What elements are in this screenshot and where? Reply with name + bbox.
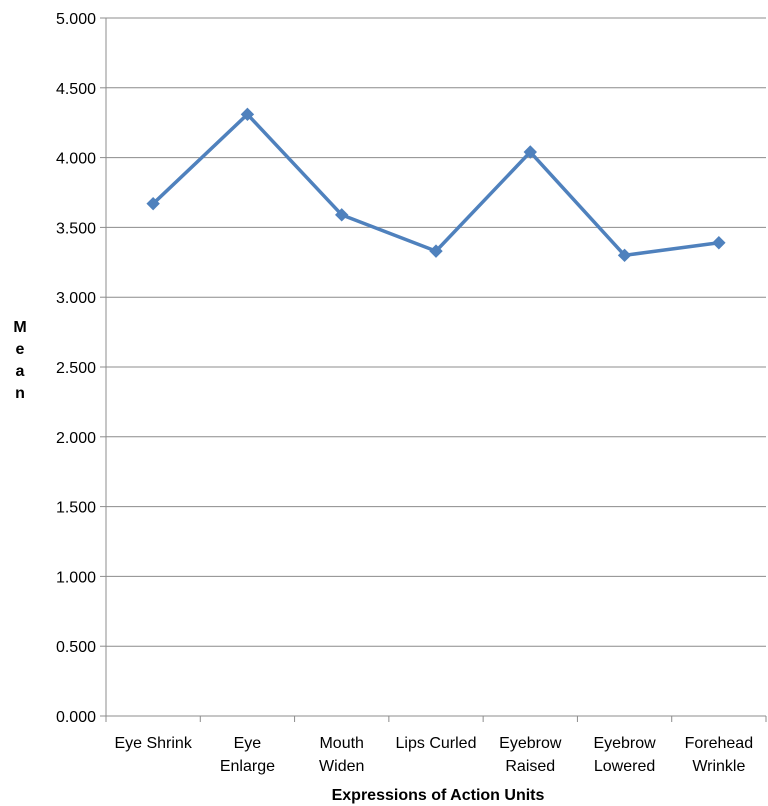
x-tick-label: Eyebrow Lowered	[593, 735, 656, 775]
data-point	[712, 236, 726, 250]
y-axis-title-letter: n	[15, 385, 25, 402]
y-tick-label: 2.000	[56, 430, 96, 447]
y-tick-label: 4.000	[56, 151, 96, 168]
x-tick-labels: Eye Shrink Eye Enlarge Mouth Widen Lips Curle…	[114, 735, 753, 775]
y-tick-label: 2.500	[56, 360, 96, 377]
y-tick-label: 3.000	[56, 290, 96, 307]
data-point	[429, 244, 443, 258]
axes	[100, 17, 767, 722]
y-tick-label: 1.500	[56, 500, 96, 517]
y-tick-label: 4.500	[56, 81, 96, 98]
y-tick-label: 5.000	[56, 11, 96, 28]
x-tick-label: Mouth Widen	[319, 735, 364, 775]
y-tick-label: 0.000	[56, 709, 96, 726]
series	[146, 107, 726, 263]
y-axis-title-letter: a	[16, 363, 25, 380]
data-point	[523, 145, 537, 159]
y-tick-label: 1.000	[56, 569, 96, 586]
x-tick-label: Lips Curled	[396, 735, 477, 752]
x-tick-label: Eye Shrink	[114, 735, 192, 752]
y-axis-title-letter: e	[16, 341, 25, 358]
x-tick-label: Eyebrow Raised	[499, 735, 562, 775]
y-axis-title-letter: M	[13, 319, 26, 336]
x-tick-label: Forehead Wrinkle	[685, 735, 754, 775]
series-line	[151, 112, 720, 258]
data-point	[146, 196, 160, 211]
y-tick-label: 0.500	[56, 639, 96, 656]
grid-lines	[106, 17, 766, 647]
data-point	[617, 248, 632, 263]
x-tick-label: Eye Enlarge	[220, 735, 275, 775]
data-point	[335, 208, 349, 222]
y-tick-labels: 0.000 0.500 1.000 1.500 2.000 2.500 3.000 3.500…	[56, 11, 96, 726]
y-tick-label: 3.500	[56, 220, 96, 237]
x-axis-title: Expressions of Action Units	[332, 787, 545, 804]
data-point	[240, 107, 255, 122]
